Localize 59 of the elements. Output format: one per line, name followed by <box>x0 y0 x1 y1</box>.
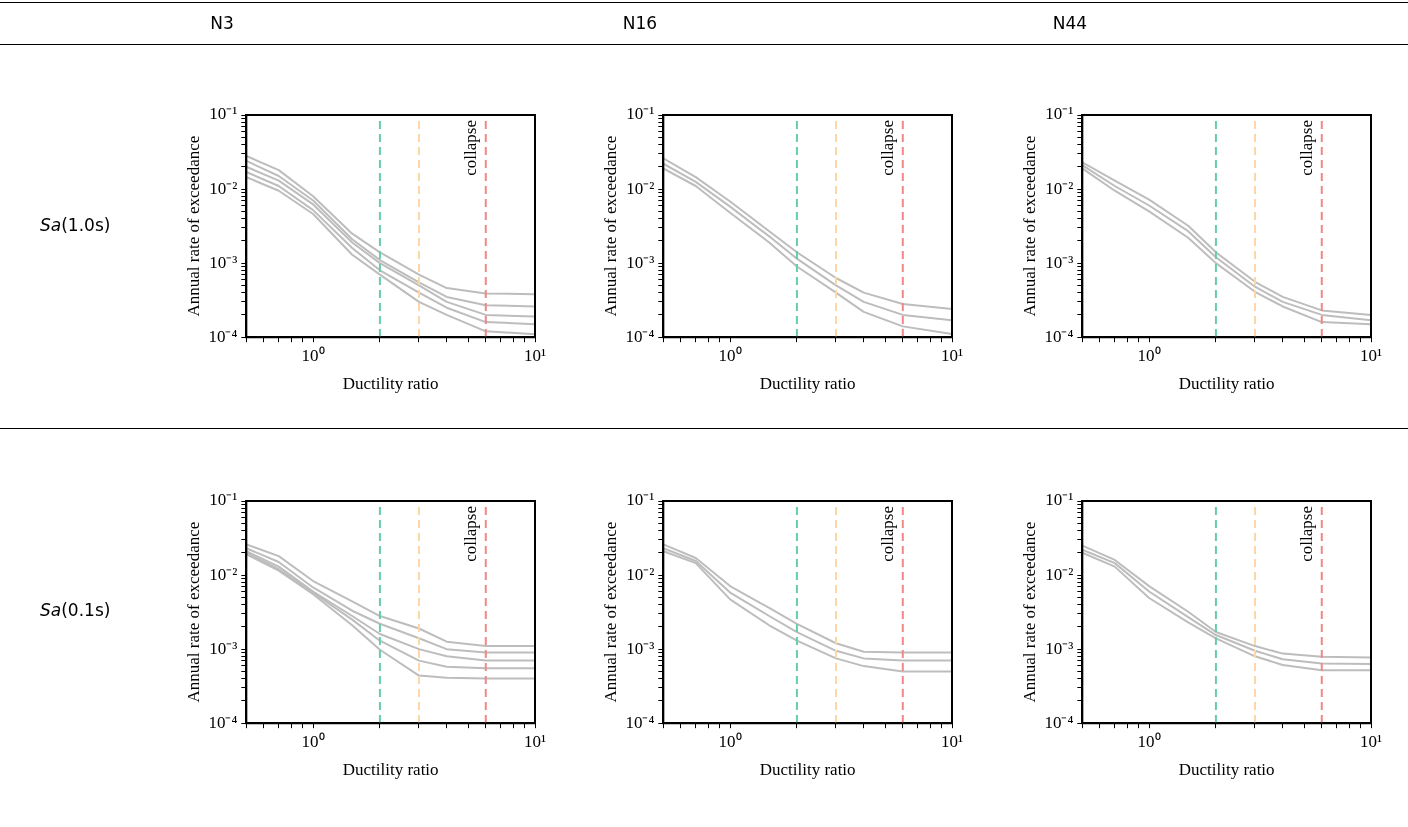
x-tick-label: 10¹ <box>523 345 547 365</box>
x-tick-label: 10⁰ <box>301 731 325 751</box>
ref-line-label: collapse <box>1296 506 1316 562</box>
y-tick-label: 10⁻¹ <box>209 490 238 510</box>
y-axis-title: Annual rate of exceedance <box>1019 521 1039 703</box>
y-axis-title: Annual rate of exceedance <box>600 521 620 703</box>
y-axis-title: Annual rate of exceedance <box>600 135 620 317</box>
y-tick-label: 10⁻¹ <box>209 104 238 124</box>
text: N16 <box>622 13 658 33</box>
ref-line-label: collapse <box>460 506 480 562</box>
y-tick-label: 10⁻³ <box>626 252 655 272</box>
x-axis-title: Ductility ratio <box>342 374 439 394</box>
x-tick-label: 10¹ <box>940 345 964 365</box>
y-tick-label: 10⁻³ <box>1045 638 1074 658</box>
y-tick-label: 10⁻² <box>1045 564 1074 584</box>
x-tick-label: 10⁰ <box>718 731 742 751</box>
x-axis-title: Ductility ratio <box>759 760 856 780</box>
y-tick-label: 10⁻³ <box>209 638 238 658</box>
text: Sa(0.1s) <box>40 600 111 620</box>
y-tick-label: 10⁻² <box>1045 178 1074 198</box>
y-tick-label: 10⁻² <box>626 564 655 584</box>
y-tick-label: 10⁻⁴ <box>208 712 238 732</box>
y-tick-label: 10⁻¹ <box>1045 104 1074 124</box>
text: N3 <box>210 13 234 33</box>
y-tick-label: 10⁻⁴ <box>625 712 655 732</box>
text: N44 <box>1052 13 1088 33</box>
y-axis-title: Annual rate of exceedance <box>183 135 203 317</box>
y-tick-label: 10⁻⁴ <box>1044 326 1074 346</box>
x-tick-label: 10¹ <box>940 731 964 751</box>
ref-line-label: collapse <box>1296 120 1316 176</box>
y-tick-label: 10⁻³ <box>209 252 238 272</box>
x-tick-label: 10⁰ <box>718 345 742 365</box>
x-tick-label: 10¹ <box>523 731 547 751</box>
y-tick-label: 10⁻⁴ <box>208 326 238 346</box>
y-tick-label: 10⁻² <box>209 564 238 584</box>
y-tick-label: 10⁻¹ <box>1045 490 1074 510</box>
x-axis-title: Ductility ratio <box>342 760 439 780</box>
x-tick-label: 10¹ <box>1359 345 1383 365</box>
x-axis-title: Ductility ratio <box>1178 760 1275 780</box>
x-axis-title: Ductility ratio <box>1178 374 1275 394</box>
x-tick-label: 10⁰ <box>301 345 325 365</box>
y-axis-title: Annual rate of exceedance <box>1019 135 1039 317</box>
x-tick-label: 10⁰ <box>1137 731 1161 751</box>
x-axis-title: Ductility ratio <box>759 374 856 394</box>
y-tick-label: 10⁻⁴ <box>625 326 655 346</box>
ref-line-label: collapse <box>460 120 480 176</box>
x-tick-label: 10¹ <box>1359 731 1383 751</box>
y-tick-label: 10⁻² <box>209 178 238 198</box>
y-tick-label: 10⁻³ <box>626 638 655 658</box>
y-tick-label: 10⁻³ <box>1045 252 1074 272</box>
y-tick-label: 10⁻² <box>626 178 655 198</box>
y-tick-label: 10⁻⁴ <box>1044 712 1074 732</box>
ref-line-label: collapse <box>877 120 897 176</box>
ref-line-label: collapse <box>877 506 897 562</box>
y-tick-label: 10⁻¹ <box>626 490 655 510</box>
y-axis-title: Annual rate of exceedance <box>183 521 203 703</box>
y-tick-label: 10⁻¹ <box>626 104 655 124</box>
text: Sa(1.0s) <box>40 215 111 235</box>
x-tick-label: 10⁰ <box>1137 345 1161 365</box>
